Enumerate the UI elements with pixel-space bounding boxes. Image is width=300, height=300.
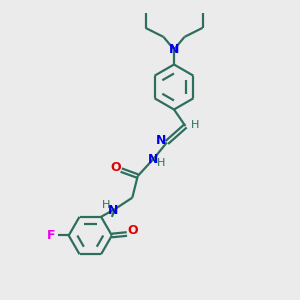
- Text: F: F: [47, 229, 56, 242]
- Text: O: O: [128, 224, 138, 237]
- Text: N: N: [169, 43, 179, 56]
- Text: H: H: [191, 119, 199, 130]
- Text: H: H: [102, 200, 111, 211]
- Text: N: N: [148, 153, 158, 166]
- Text: N: N: [156, 134, 167, 147]
- Text: N: N: [108, 204, 118, 218]
- Text: O: O: [110, 160, 121, 174]
- Text: H: H: [157, 158, 165, 169]
